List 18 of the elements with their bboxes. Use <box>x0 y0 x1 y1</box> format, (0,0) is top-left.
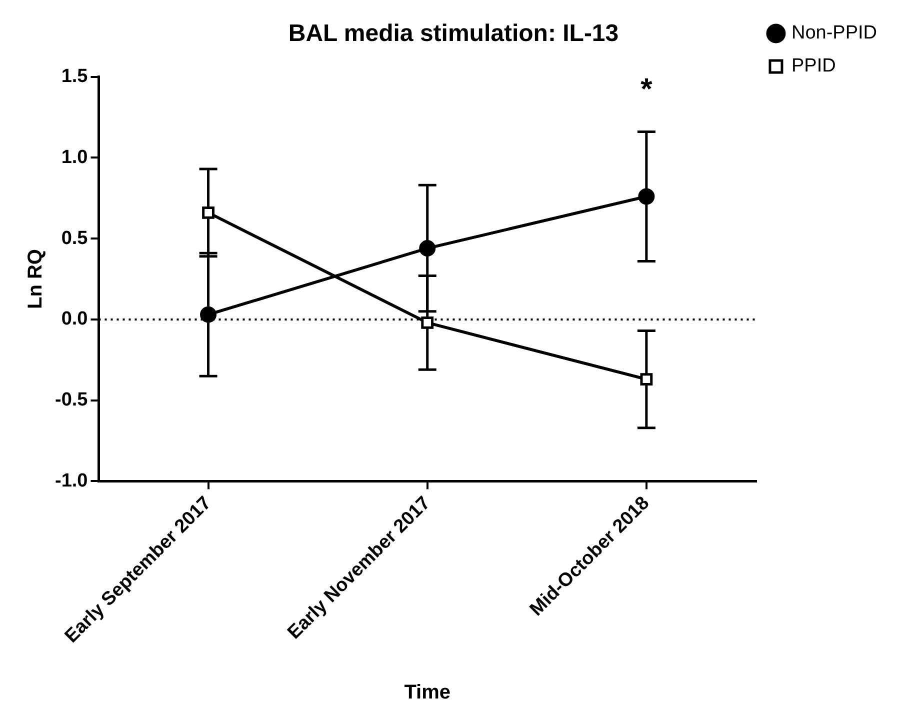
chart-title: BAL media stimulation: IL-13 <box>288 20 619 48</box>
annotation: * <box>640 73 653 106</box>
y-tick-label: 0.0 <box>61 308 88 330</box>
point <box>421 316 434 329</box>
y-tick-label: 1.5 <box>61 66 88 88</box>
y-axis-title: Ln RQ <box>24 249 47 310</box>
point <box>200 306 217 323</box>
point <box>640 373 653 386</box>
y-tick-label: 0.5 <box>61 228 88 249</box>
y-tick-label: 1.0 <box>61 146 88 168</box>
x-axis-title: Time <box>404 682 451 704</box>
point <box>638 188 655 205</box>
legend-label: Non-PPID <box>791 22 878 44</box>
y-tick-label: -1.0 <box>54 470 88 492</box>
point <box>419 240 436 257</box>
legend-label: PPID <box>791 56 836 77</box>
y-tick-label: -0.5 <box>54 390 88 411</box>
point <box>202 206 214 219</box>
